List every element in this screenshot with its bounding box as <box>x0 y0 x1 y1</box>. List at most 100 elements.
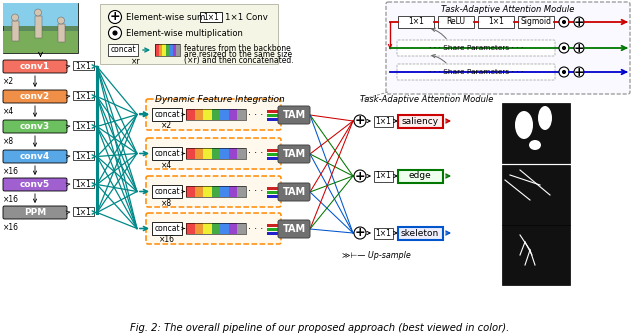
Bar <box>267 195 281 198</box>
Text: · · ·: · · · <box>248 148 264 158</box>
Text: TAM: TAM <box>282 224 305 234</box>
Bar <box>166 44 169 56</box>
Bar <box>186 186 195 197</box>
Circle shape <box>563 47 566 50</box>
Bar <box>195 223 203 234</box>
Bar <box>438 16 474 28</box>
FancyBboxPatch shape <box>397 40 555 56</box>
Text: ×8: ×8 <box>3 137 14 146</box>
Bar <box>73 151 94 160</box>
Bar <box>220 148 229 159</box>
Bar <box>229 148 237 159</box>
Bar <box>3 3 78 53</box>
Bar <box>267 114 281 117</box>
Text: ×16: ×16 <box>3 167 19 176</box>
Text: Dynamic Feature Integration: Dynamic Feature Integration <box>155 95 285 105</box>
FancyBboxPatch shape <box>278 145 310 163</box>
Text: edge: edge <box>408 172 431 181</box>
Text: 1×1: 1×1 <box>76 92 92 101</box>
Bar <box>100 4 278 64</box>
Text: conv4: conv4 <box>20 152 50 161</box>
FancyBboxPatch shape <box>146 213 281 244</box>
Ellipse shape <box>529 140 541 150</box>
FancyBboxPatch shape <box>278 183 310 201</box>
FancyBboxPatch shape <box>146 99 281 130</box>
Bar <box>374 171 393 182</box>
Bar <box>374 228 393 239</box>
Bar <box>267 227 281 230</box>
Text: 1×1: 1×1 <box>76 122 92 131</box>
Bar <box>162 44 166 56</box>
Bar <box>267 231 281 234</box>
Circle shape <box>574 67 584 77</box>
Bar <box>152 185 182 198</box>
Bar <box>212 148 220 159</box>
Bar <box>58 24 65 42</box>
Text: concat: concat <box>154 224 180 233</box>
Circle shape <box>109 10 122 23</box>
Bar <box>152 222 182 235</box>
Text: conv2: conv2 <box>20 92 50 101</box>
Bar <box>502 103 570 163</box>
Text: ×4: ×4 <box>161 160 173 170</box>
Text: conv5: conv5 <box>20 180 50 189</box>
Text: ×r: ×r <box>131 57 141 66</box>
Text: +: + <box>573 42 584 55</box>
Text: · · ·: · · · <box>248 110 264 120</box>
Bar <box>267 152 281 155</box>
Bar <box>186 148 246 159</box>
FancyBboxPatch shape <box>3 150 67 163</box>
Text: +: + <box>355 170 365 183</box>
Text: ×16: ×16 <box>159 236 175 245</box>
Bar <box>398 170 443 183</box>
Text: features from the backbone: features from the backbone <box>184 44 291 53</box>
Text: +: + <box>573 66 584 78</box>
Bar <box>186 223 246 234</box>
Text: · · · Share Parameters · · ·: · · · Share Parameters · · · <box>429 45 523 51</box>
FancyBboxPatch shape <box>3 206 67 219</box>
Bar <box>186 186 246 197</box>
Bar <box>173 44 176 56</box>
Text: Task-Adaptive Attention Module: Task-Adaptive Attention Module <box>360 94 493 104</box>
Bar <box>220 186 229 197</box>
Text: ×8: ×8 <box>161 199 173 207</box>
Bar <box>73 91 94 100</box>
Text: 1×1: 1×1 <box>76 152 92 161</box>
Bar <box>176 44 179 56</box>
Bar <box>518 16 554 28</box>
Bar <box>203 186 212 197</box>
Bar <box>186 109 195 120</box>
Circle shape <box>559 17 569 27</box>
FancyBboxPatch shape <box>3 60 67 73</box>
Circle shape <box>12 14 19 21</box>
Bar <box>108 44 138 56</box>
Bar <box>186 109 246 120</box>
Text: ×16: ×16 <box>3 195 19 204</box>
Text: +: + <box>355 226 365 240</box>
Bar <box>152 108 182 121</box>
Bar <box>267 118 281 121</box>
Text: ReLU: ReLU <box>447 17 465 26</box>
Bar <box>229 186 237 197</box>
Text: ×2: ×2 <box>3 77 14 86</box>
Text: Fig. 2: The overall pipeline of our proposed approach (best viewed in color).: Fig. 2: The overall pipeline of our prop… <box>131 323 509 333</box>
Bar <box>502 225 570 285</box>
FancyBboxPatch shape <box>3 120 67 133</box>
Ellipse shape <box>538 106 552 130</box>
Text: conv1: conv1 <box>20 62 50 71</box>
Text: Task-Adaptive Attention Module: Task-Adaptive Attention Module <box>442 5 575 14</box>
Text: 1×1: 1×1 <box>76 180 92 189</box>
Text: 1×1: 1×1 <box>76 208 92 217</box>
Text: saliency: saliency <box>401 117 438 126</box>
Text: conv3: conv3 <box>20 122 50 131</box>
Bar <box>73 179 94 188</box>
Bar <box>398 16 434 28</box>
Bar <box>502 165 570 225</box>
Bar <box>220 223 229 234</box>
Circle shape <box>354 170 366 182</box>
Text: 1×1: 1×1 <box>488 17 504 26</box>
Text: TAM: TAM <box>282 187 305 197</box>
Text: · · ·: · · · <box>248 223 264 233</box>
Circle shape <box>574 17 584 27</box>
Text: TAM: TAM <box>282 110 305 120</box>
